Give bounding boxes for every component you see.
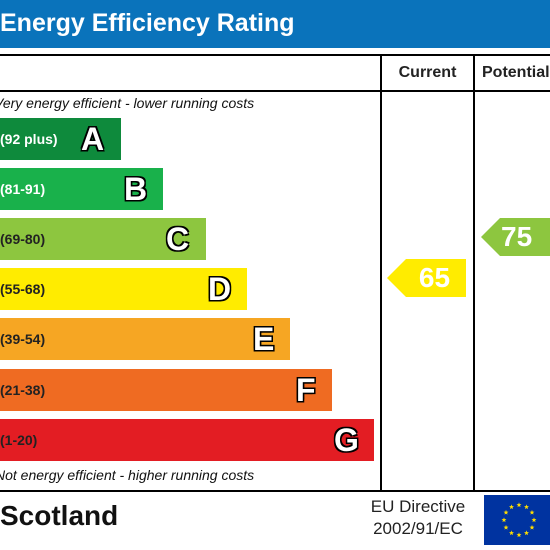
frame-header-line	[0, 90, 550, 92]
top-note: Very energy efficient - lower running co…	[0, 95, 255, 111]
eu-star-icon	[516, 502, 522, 508]
potential-rating-arrow-shape	[481, 218, 550, 256]
band-c: (69-80) C	[0, 218, 206, 260]
band-a-letter: A	[81, 121, 105, 157]
header-bar: Energy Efficiency Rating	[0, 0, 550, 48]
band-f-range: (21-38)	[0, 382, 46, 398]
potential-rating-arrow: 75	[481, 218, 550, 256]
eu-flag-icon	[484, 495, 550, 545]
band-c-letter: C	[166, 221, 190, 257]
eu-star-icon	[531, 517, 537, 523]
chart-title: Energy Efficiency Rating	[0, 9, 295, 37]
band-a-range: (92 plus)	[0, 131, 58, 147]
eu-star-icon	[524, 530, 529, 536]
current-column-header: Current	[398, 64, 457, 81]
band-e-range: (39-54)	[0, 331, 46, 347]
eu-directive-line1: EU Directive	[370, 497, 466, 516]
band-b-letter: B	[124, 171, 148, 207]
eu-star-icon	[503, 509, 509, 515]
eu-star-icon	[509, 504, 514, 510]
eu-star-icon	[509, 530, 514, 536]
current-rating-arrow: 65	[387, 259, 466, 297]
current-rating-value: 65	[418, 262, 451, 293]
band-e-letter: E	[253, 321, 275, 357]
bottom-note: Not energy efficient - higher running co…	[0, 467, 255, 483]
band-f-letter: F	[296, 372, 316, 408]
eu-star-icon	[529, 524, 535, 530]
eu-star-icon	[529, 509, 535, 515]
eu-star-icon	[501, 517, 507, 523]
frame-divider-potential	[473, 54, 475, 492]
band-a: (92 plus) A	[0, 118, 121, 160]
band-b: (81-91) B	[0, 168, 163, 210]
eu-star-icon	[516, 532, 522, 538]
band-d: (55-68) D	[0, 268, 247, 310]
frame-divider-current	[380, 54, 382, 492]
frame-bottom-line	[0, 490, 550, 492]
eu-stars-icon	[501, 502, 537, 538]
band-d-letter: D	[208, 271, 232, 307]
eu-directive-line2: 2002/91/EC	[373, 519, 463, 538]
band-g: (1-20) G	[0, 419, 374, 461]
eu-star-icon	[524, 504, 529, 510]
band-c-range: (69-80)	[0, 231, 46, 247]
band-f: (21-38) F	[0, 369, 332, 411]
band-d-range: (55-68)	[0, 281, 46, 297]
band-b-range: (81-91)	[0, 181, 46, 197]
band-g-letter: G	[334, 422, 359, 458]
current-rating-arrow-polygon	[387, 259, 466, 297]
eu-directive-text: EU Directive 2002/91/EC	[358, 496, 478, 540]
current-rating-arrow-shape	[387, 259, 466, 297]
country-label: Scotland	[0, 500, 119, 531]
potential-rating-arrow-polygon	[481, 218, 550, 256]
frame-top-line	[0, 54, 550, 56]
band-e: (39-54) E	[0, 318, 290, 360]
potential-column-header: Potential	[482, 64, 550, 81]
potential-rating-value: 75	[501, 221, 533, 252]
band-g-range: (1-20)	[0, 432, 38, 448]
eu-star-icon	[503, 524, 509, 530]
